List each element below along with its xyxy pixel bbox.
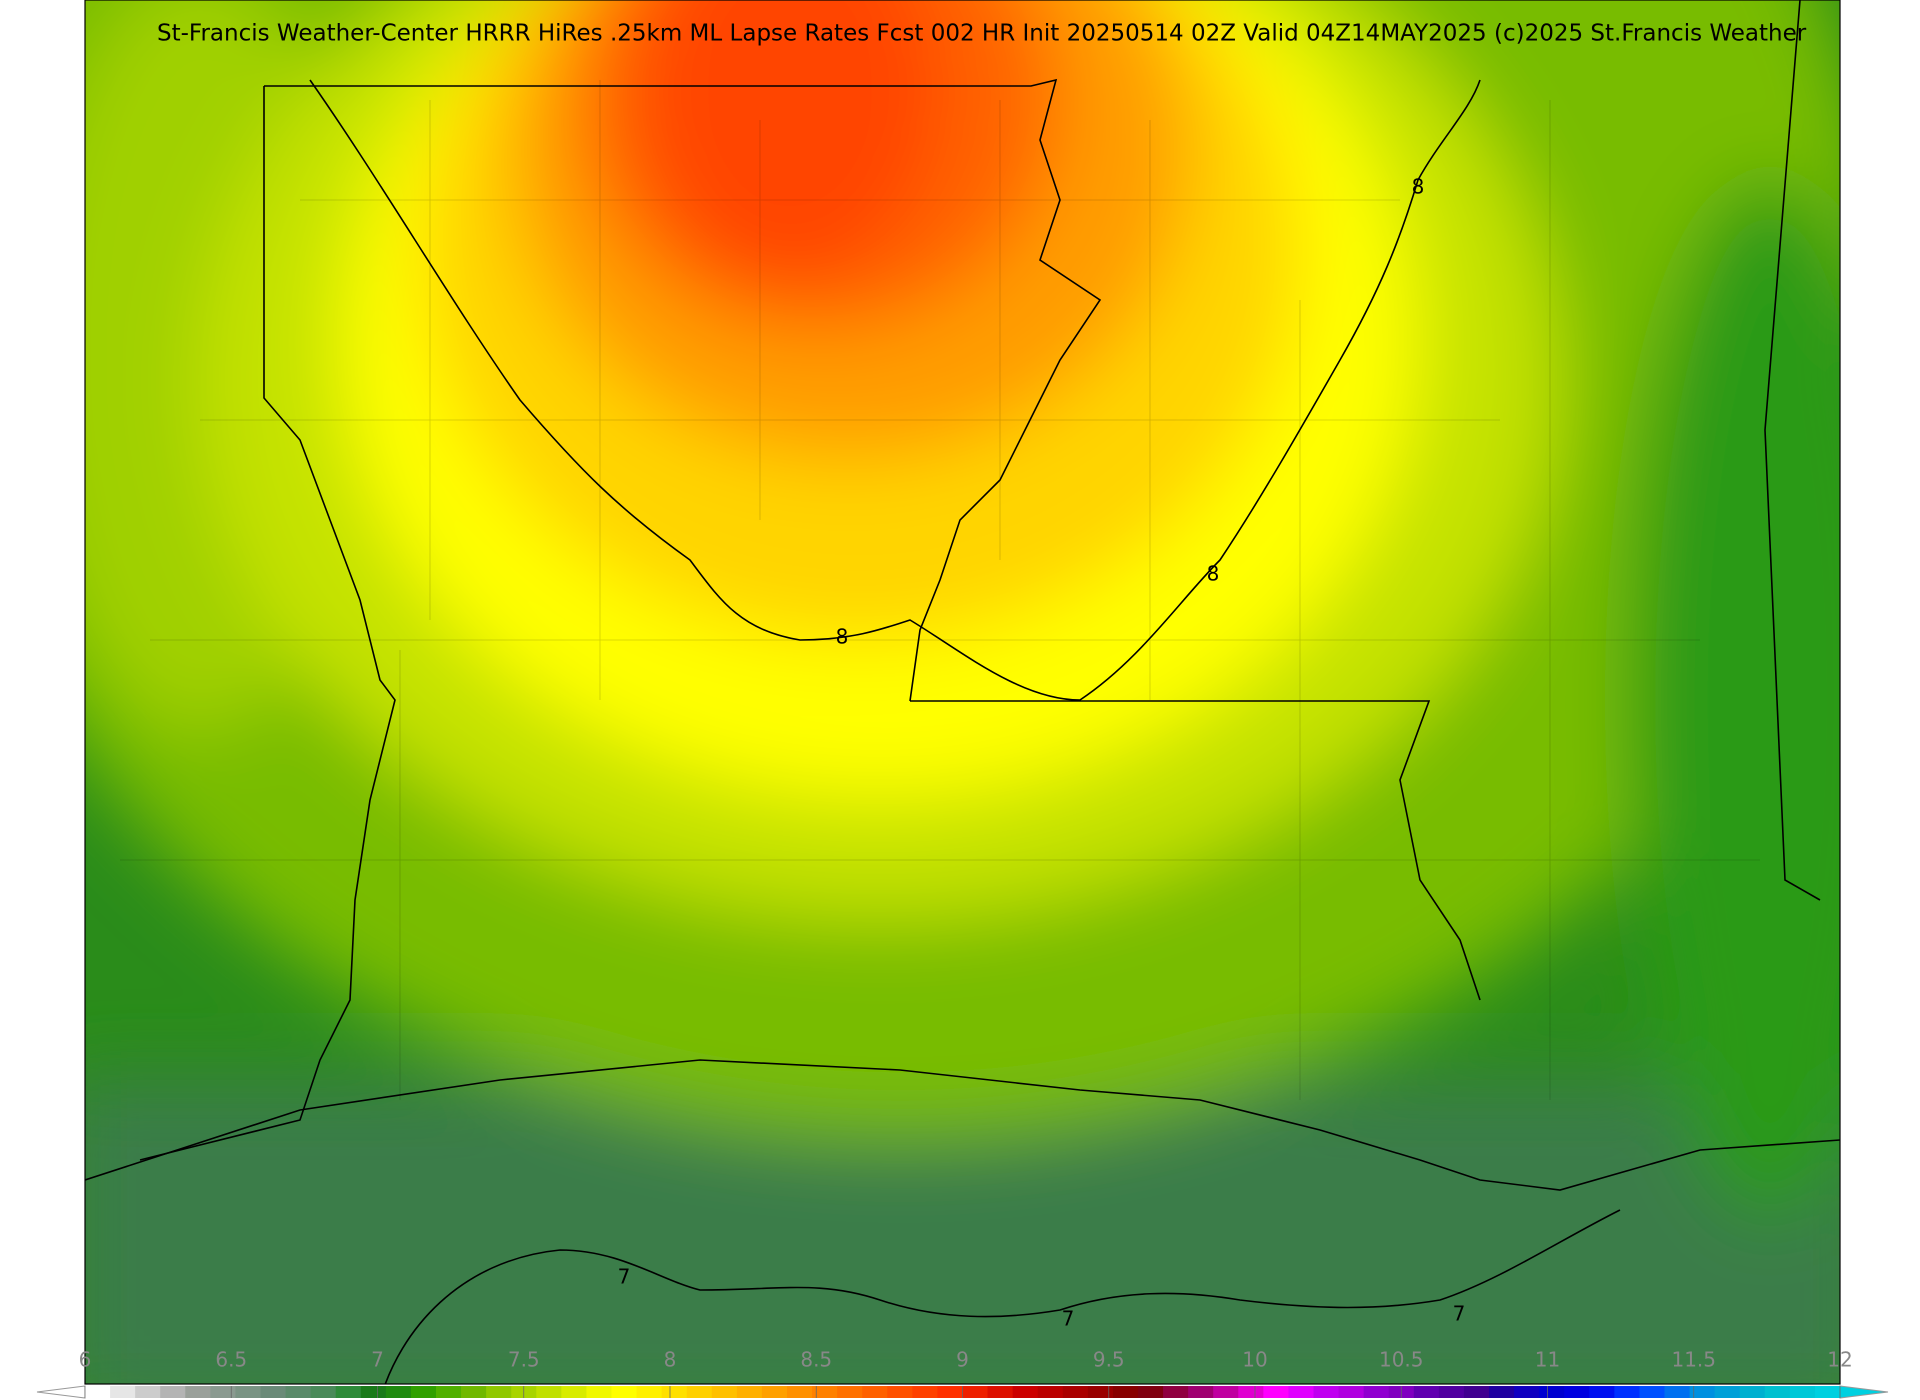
colorbar: 6 6.5 7 7.5 8 8.5 9 9.5 10 10.5 11 11.5 12 xyxy=(36,1348,1889,1399)
colorbar-tick-label: 12 xyxy=(1827,1348,1852,1372)
colorbar-segment xyxy=(887,1386,913,1398)
colorbar-segment xyxy=(611,1386,638,1398)
contour-label: 7 xyxy=(1453,1302,1466,1326)
contour-label: 8 xyxy=(1412,175,1425,199)
colorbar-arrow-right xyxy=(1839,1385,1889,1399)
colorbar-tick-label: 7.5 xyxy=(508,1348,540,1372)
colorbar-segment xyxy=(1463,1386,1490,1398)
colorbar-segment xyxy=(1288,1386,1314,1398)
colorbar-segment xyxy=(436,1386,462,1398)
colorbar-segment xyxy=(736,1386,763,1398)
colorbar-segment xyxy=(1313,1386,1340,1398)
colorbar-segment xyxy=(1814,1386,1841,1398)
colorbar-segment xyxy=(1037,1386,1064,1398)
colorbar-segment xyxy=(1062,1386,1089,1398)
contour-label: 8 xyxy=(1207,562,1220,586)
colorbar-segment xyxy=(561,1386,587,1398)
contours xyxy=(309,79,1621,1384)
colorbar-segment xyxy=(761,1386,788,1398)
colorbar-segment xyxy=(962,1386,989,1398)
colorbar-segment xyxy=(1338,1386,1365,1398)
colorbar-segment xyxy=(1764,1386,1791,1398)
colorbar-segment xyxy=(1012,1386,1039,1398)
colorbar-segment xyxy=(787,1386,813,1398)
colorbar-segment xyxy=(110,1386,136,1398)
map-title: St-Francis Weather-Center HRRR HiRes .25… xyxy=(157,21,1807,47)
contour-label: 7 xyxy=(618,1265,631,1289)
colorbar-segment xyxy=(912,1386,938,1398)
colorbar-segment xyxy=(837,1386,863,1398)
colorbar-segment xyxy=(812,1386,838,1398)
contour-label: 7 xyxy=(1062,1307,1075,1331)
state-borders xyxy=(85,0,1840,1191)
colorbar-segment xyxy=(235,1386,261,1398)
colorbar-segment xyxy=(1163,1386,1189,1398)
colorbar-tick-label: 7 xyxy=(371,1348,384,1372)
colorbar-segment xyxy=(310,1386,337,1398)
colorbar-segment xyxy=(1739,1386,1766,1398)
colorbar-tick-label: 6 xyxy=(79,1348,92,1372)
colorbar-tick-label: 11 xyxy=(1535,1348,1560,1372)
colorbar-segment xyxy=(1087,1386,1114,1398)
colorbar-segment xyxy=(1664,1386,1691,1398)
colorbar-segment xyxy=(1714,1386,1741,1398)
colorbar-tick-label: 10 xyxy=(1242,1348,1267,1372)
colorbar-segment xyxy=(210,1386,236,1398)
county-lines xyxy=(120,80,1760,1100)
colorbar-segment xyxy=(1188,1386,1214,1398)
colorbar-segment xyxy=(185,1386,211,1398)
colorbar-segment xyxy=(1263,1386,1289,1398)
colorbar-segment xyxy=(937,1386,963,1398)
colorbar-segment xyxy=(1639,1386,1665,1398)
colorbar-segment xyxy=(1213,1386,1239,1398)
colorbar-segment xyxy=(160,1386,186,1398)
colorbar-segment xyxy=(862,1386,888,1398)
colorbar-segment xyxy=(1539,1386,1565,1398)
colorbar-segment xyxy=(1689,1386,1716,1398)
colorbar-segment xyxy=(1514,1386,1540,1398)
map-frame xyxy=(84,0,1841,1385)
colorbar-tick-label: 6.5 xyxy=(215,1348,247,1372)
colorbar-segment xyxy=(1789,1386,1816,1398)
colorbar-segment xyxy=(1438,1386,1465,1398)
colorbar-segment xyxy=(486,1386,512,1398)
colorbar-tick-label: 11.5 xyxy=(1671,1348,1716,1372)
colorbar-arrow-left xyxy=(36,1385,86,1399)
colorbar-segment xyxy=(360,1386,387,1398)
colorbar-segment xyxy=(686,1386,713,1398)
colorbar-segment xyxy=(586,1386,612,1398)
colorbar-segment xyxy=(987,1386,1014,1398)
colorbar-segment xyxy=(661,1386,688,1398)
colorbar-segment xyxy=(636,1386,663,1398)
colorbar-tick-label: 9 xyxy=(956,1348,969,1372)
colorbar-segment xyxy=(1413,1386,1440,1398)
colorbar-segment xyxy=(1112,1386,1139,1398)
colorbar-segment xyxy=(1363,1386,1390,1398)
colorbar-segment xyxy=(285,1386,312,1398)
colorbar-tick-label: 9.5 xyxy=(1093,1348,1125,1372)
colorbar-segment xyxy=(1589,1386,1615,1398)
colorbar-segment xyxy=(1138,1386,1164,1398)
colorbar-segment xyxy=(711,1386,738,1398)
colorbar-segment xyxy=(385,1386,412,1398)
colorbar-segment xyxy=(260,1386,287,1398)
colorbar-tick-label: 8.5 xyxy=(800,1348,832,1372)
contour-label: 8 xyxy=(836,625,849,649)
colorbar-segment xyxy=(536,1386,562,1398)
colorbar-segment xyxy=(410,1386,437,1398)
colorbar-segment xyxy=(1489,1386,1515,1398)
colorbar-segment xyxy=(135,1386,161,1398)
colorbar-tick-label: 10.5 xyxy=(1379,1348,1424,1372)
colorbar-segment xyxy=(1238,1386,1264,1398)
colorbar-segment xyxy=(1564,1386,1590,1398)
colorbar-segment xyxy=(335,1386,362,1398)
colorbar-segment xyxy=(85,1386,111,1398)
colorbar-tick-label: 8 xyxy=(664,1348,677,1372)
colorbar-segment xyxy=(1614,1386,1640,1398)
colorbar-segment xyxy=(461,1386,487,1398)
